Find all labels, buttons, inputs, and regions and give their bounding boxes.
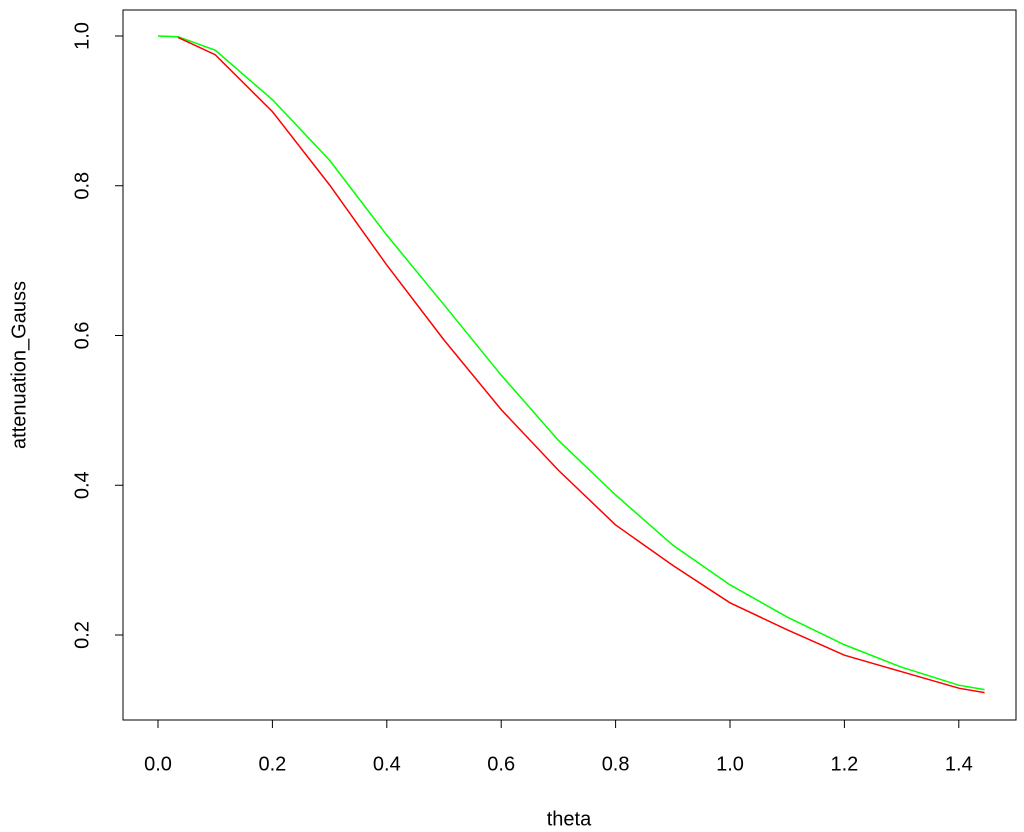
y-tick-label: 0.2 [71,621,93,649]
x-tick-label: 0.4 [373,753,401,775]
data-line [177,36,985,694]
x-tick-label: 1.4 [945,753,973,775]
x-tick-label: 0.8 [602,753,630,775]
y-tick-label: 0.8 [71,172,93,200]
y-tick-label: 1.0 [71,22,93,50]
x-tick-label: 0.6 [487,753,515,775]
y-tick-label: 0.4 [71,471,93,499]
data-line [157,35,985,691]
x-axis-label: theta [547,808,592,830]
x-tick-label: 1.0 [716,753,744,775]
plot-box [122,9,1017,721]
y-tick-label: 0.6 [71,322,93,350]
x-tick-label: 0.2 [258,753,286,775]
x-tick-label: 1.2 [830,753,858,775]
x-tick-label: 0.0 [144,753,172,775]
y-axis-label: attenuation_Gauss [8,281,30,449]
